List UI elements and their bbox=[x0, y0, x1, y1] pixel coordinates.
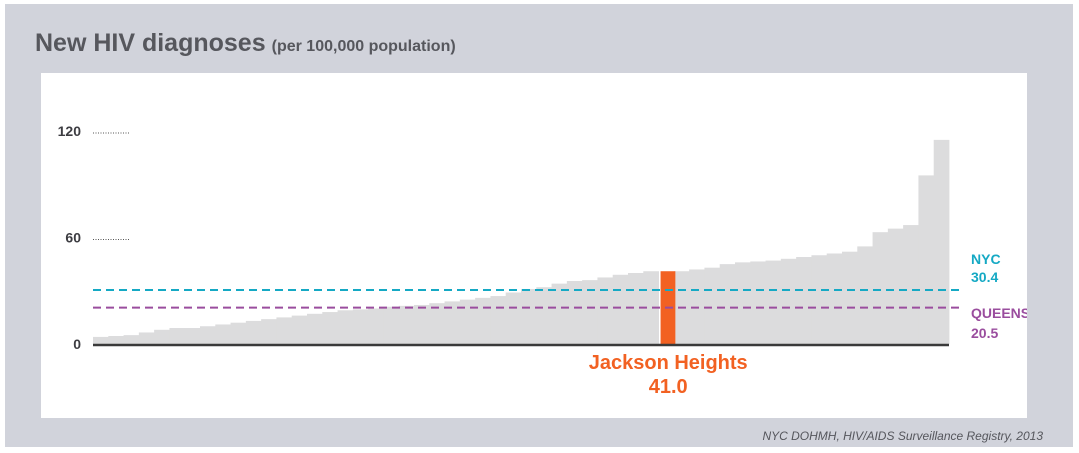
bar bbox=[459, 299, 476, 345]
bar bbox=[261, 319, 277, 344]
bar bbox=[887, 228, 904, 345]
bar bbox=[765, 260, 782, 344]
reference-lines bbox=[93, 289, 963, 309]
bar bbox=[352, 309, 369, 344]
bar bbox=[307, 313, 323, 344]
bar bbox=[368, 308, 384, 344]
bar bbox=[551, 283, 568, 344]
bar bbox=[857, 246, 873, 345]
bar bbox=[200, 326, 216, 344]
bar bbox=[918, 175, 935, 345]
bar bbox=[93, 336, 109, 344]
bar bbox=[750, 261, 766, 344]
bar bbox=[108, 336, 124, 344]
reference-value-queens: 20.5 bbox=[971, 325, 998, 341]
bar bbox=[796, 257, 812, 344]
bar bbox=[780, 258, 797, 344]
bar bbox=[505, 292, 522, 344]
bar bbox=[612, 274, 629, 344]
source-note: NYC DOHMH, HIV/AIDS Surveillance Registr… bbox=[762, 429, 1043, 443]
bar bbox=[811, 255, 828, 344]
bar bbox=[826, 253, 843, 344]
y-axis: 0 60 120 bbox=[58, 123, 129, 352]
reference-label-queens: QUEENS bbox=[971, 305, 1027, 321]
bar bbox=[276, 317, 293, 345]
bar bbox=[704, 267, 721, 345]
bar bbox=[138, 332, 155, 344]
bar bbox=[169, 328, 186, 344]
bar-series bbox=[93, 139, 950, 345]
bar bbox=[398, 305, 415, 344]
bar bbox=[536, 287, 552, 344]
chart-panel: New HIV diagnoses (per 100,000 population… bbox=[5, 4, 1073, 447]
bar bbox=[490, 296, 507, 344]
bar bbox=[582, 280, 598, 344]
bar bbox=[521, 288, 537, 344]
bar bbox=[322, 312, 338, 344]
chart-subtitle: (per 100,000 population) bbox=[271, 38, 456, 55]
bar bbox=[154, 329, 170, 344]
bar bbox=[872, 232, 889, 344]
bar bbox=[444, 301, 461, 344]
chart-title: New HIV diagnoses bbox=[35, 29, 266, 57]
bar bbox=[475, 297, 491, 344]
y-tick-label: 120 bbox=[58, 123, 82, 139]
highlight-value-label: 41.0 bbox=[649, 376, 688, 398]
bar bbox=[414, 304, 430, 344]
bar bbox=[123, 335, 140, 345]
bar bbox=[383, 306, 400, 344]
bar bbox=[245, 320, 262, 344]
bar bbox=[903, 225, 919, 344]
bar bbox=[215, 324, 231, 344]
y-tick-label: 0 bbox=[73, 336, 81, 352]
bar bbox=[719, 264, 736, 345]
reference-value-nyc: 30.4 bbox=[971, 269, 998, 285]
chart-title-block: New HIV diagnoses (per 100,000 population… bbox=[35, 29, 456, 58]
bar bbox=[566, 280, 583, 344]
bar bbox=[337, 310, 354, 345]
bar bbox=[429, 303, 445, 344]
bar bbox=[291, 315, 308, 344]
bar bbox=[184, 328, 201, 344]
bar bbox=[842, 251, 858, 344]
bar bbox=[735, 262, 751, 344]
y-tick-label: 60 bbox=[65, 230, 81, 246]
reference-label-nyc: NYC bbox=[971, 251, 1001, 267]
bar bbox=[597, 277, 614, 344]
highlight-label: Jackson Heights bbox=[589, 352, 748, 374]
plot-area: 0 60 120 Jackson Heights 41.0 NYC 30.4 QUEENS 2… bbox=[41, 73, 1030, 418]
bar bbox=[230, 322, 247, 344]
bar bbox=[933, 139, 950, 345]
